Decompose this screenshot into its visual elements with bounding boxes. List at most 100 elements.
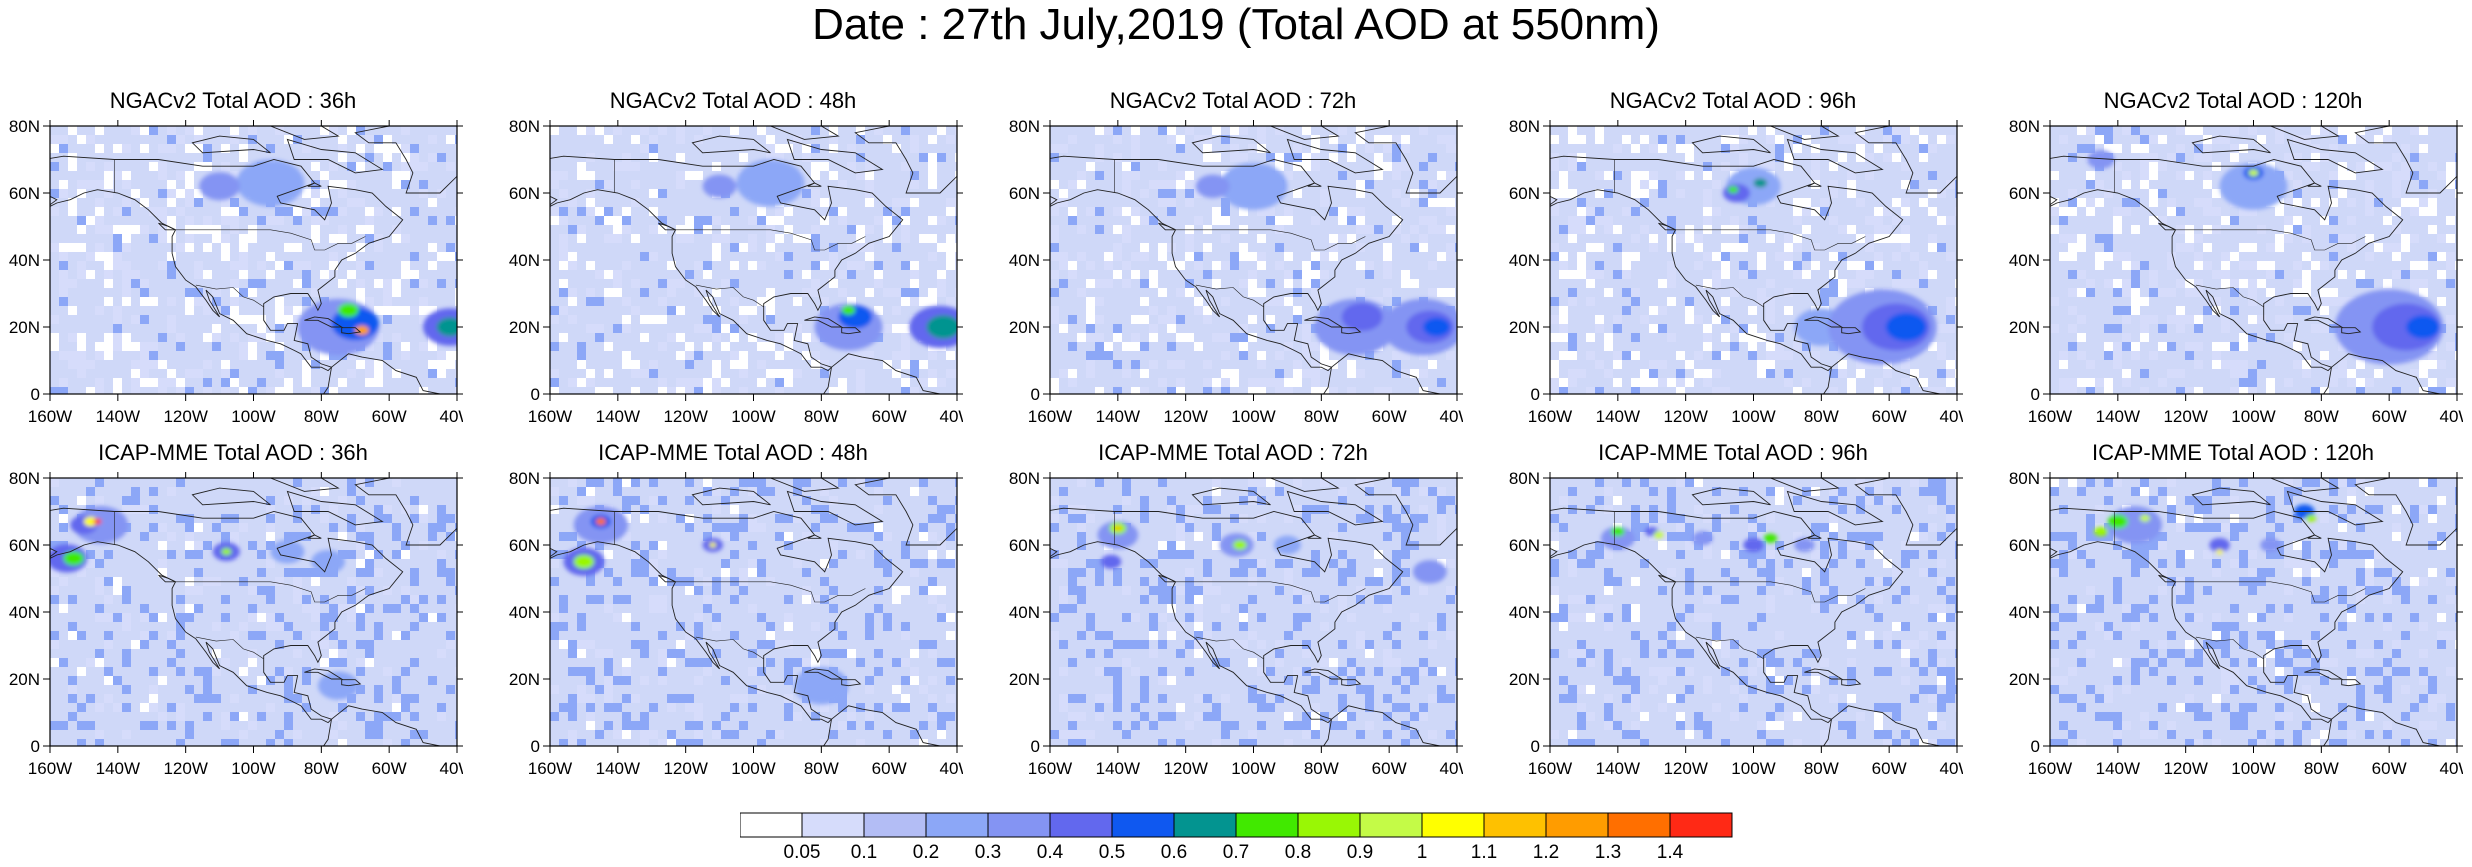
aod-field — [523, 126, 963, 397]
lon-tick-label: 140W — [2096, 407, 2140, 426]
lat-tick-label: 20N — [509, 318, 540, 337]
colorbar-swatch — [864, 813, 926, 837]
lon-tick-label: 160W — [2028, 407, 2072, 426]
lat-tick-label: 20N — [2009, 318, 2040, 337]
lon-tick-label: 40W — [940, 407, 963, 426]
lon-tick-label: 160W — [528, 407, 572, 426]
lon-tick-label: 60W — [372, 407, 407, 426]
lon-tick-label: 60W — [1372, 407, 1407, 426]
aod-field — [1523, 478, 1963, 749]
lon-tick-label: 120W — [1163, 407, 1207, 426]
lon-tick-label: 140W — [596, 759, 640, 778]
lat-tick-label: 40N — [1509, 251, 1540, 270]
aod-field — [1523, 126, 1963, 397]
lat-tick-label: 80N — [2009, 469, 2040, 488]
map-svg: 160W140W120W100W80W60W40W020N40N60N80N — [2003, 88, 2463, 448]
lat-tick-label: 60N — [2009, 536, 2040, 555]
colorbar-label: 1.2 — [1533, 842, 1559, 862]
lon-tick-label: 160W — [1028, 407, 1072, 426]
lat-tick-label: 20N — [9, 670, 40, 689]
colorbar-swatch — [1670, 813, 1732, 837]
map-svg: 160W140W120W100W80W60W40W020N40N60N80N — [1003, 440, 1463, 800]
lat-tick-label: 40N — [2009, 251, 2040, 270]
lat-tick-label: 20N — [509, 670, 540, 689]
lon-tick-label: 160W — [1028, 759, 1072, 778]
lon-tick-label: 140W — [96, 407, 140, 426]
lon-tick-label: 100W — [2231, 759, 2275, 778]
lon-tick-label: 40W — [940, 759, 963, 778]
colorbar-label: 0.8 — [1285, 842, 1311, 862]
aod-field — [23, 126, 463, 397]
lon-tick-label: 120W — [663, 407, 707, 426]
lat-tick-label: 60N — [1509, 536, 1540, 555]
lon-tick-label: 80W — [304, 759, 339, 778]
lon-tick-label: 160W — [2028, 759, 2072, 778]
lon-tick-label: 160W — [1528, 407, 1572, 426]
lon-tick-label: 160W — [28, 759, 72, 778]
map-svg: 160W140W120W100W80W60W40W020N40N60N80N — [503, 88, 963, 448]
lon-tick-label: 120W — [1663, 407, 1707, 426]
lon-tick-label: 140W — [1096, 759, 1140, 778]
colorbar-label: 0.4 — [1037, 842, 1064, 862]
lat-tick-label: 0 — [1031, 737, 1040, 756]
lon-tick-label: 80W — [1304, 759, 1339, 778]
lon-tick-label: 60W — [2372, 759, 2407, 778]
aod-field — [1023, 126, 1463, 397]
lon-tick-label: 80W — [1804, 407, 1839, 426]
lon-tick-label: 120W — [1163, 759, 1207, 778]
lat-tick-label: 0 — [1031, 385, 1040, 404]
colorbar-swatch — [802, 813, 864, 837]
lon-tick-label: 140W — [1596, 407, 1640, 426]
lon-tick-label: 100W — [1731, 407, 1775, 426]
lon-tick-label: 140W — [1096, 407, 1140, 426]
colorbar-label: 1.1 — [1471, 842, 1497, 862]
lon-tick-label: 60W — [1372, 759, 1407, 778]
lon-tick-label: 100W — [1231, 759, 1275, 778]
lat-tick-label: 60N — [9, 184, 40, 203]
map-svg: 160W140W120W100W80W60W40W020N40N60N80N — [3, 440, 463, 800]
colorbar-label: 0.1 — [851, 842, 877, 862]
aod-field — [2023, 126, 2463, 397]
lon-tick-label: 120W — [2163, 407, 2207, 426]
lon-tick-label: 100W — [731, 759, 775, 778]
lon-tick-label: 60W — [1872, 407, 1907, 426]
colorbar-swatch — [1546, 813, 1608, 837]
colorbar-swatch — [1050, 813, 1112, 837]
lat-tick-label: 0 — [531, 737, 540, 756]
lat-tick-label: 60N — [9, 536, 40, 555]
lat-tick-label: 20N — [2009, 670, 2040, 689]
lat-tick-label: 80N — [1009, 117, 1040, 136]
colorbar-label: 1.3 — [1595, 842, 1621, 862]
lat-tick-label: 0 — [2031, 737, 2040, 756]
colorbar-swatch — [1112, 813, 1174, 837]
lon-tick-label: 80W — [1304, 407, 1339, 426]
lon-tick-label: 120W — [163, 759, 207, 778]
colorbar-label: 0.6 — [1161, 842, 1187, 862]
lat-tick-label: 80N — [9, 469, 40, 488]
lon-tick-label: 160W — [28, 407, 72, 426]
lat-tick-label: 80N — [1509, 117, 1540, 136]
lon-tick-label: 100W — [2231, 407, 2275, 426]
lat-tick-label: 20N — [1009, 670, 1040, 689]
lat-tick-label: 80N — [2009, 117, 2040, 136]
colorbar-swatch — [740, 813, 802, 837]
colorbar-label: 1.4 — [1657, 842, 1684, 862]
lon-tick-label: 60W — [372, 759, 407, 778]
lat-tick-label: 60N — [2009, 184, 2040, 203]
aod-field — [2023, 478, 2463, 749]
lon-tick-label: 100W — [1731, 759, 1775, 778]
lon-tick-label: 80W — [804, 407, 839, 426]
lon-tick-label: 40W — [440, 759, 463, 778]
aod-field — [1023, 478, 1463, 749]
lat-tick-label: 0 — [1531, 737, 1540, 756]
lat-tick-label: 80N — [1009, 469, 1040, 488]
colorbar-label: 0.05 — [784, 842, 821, 862]
lat-tick-label: 40N — [9, 603, 40, 622]
